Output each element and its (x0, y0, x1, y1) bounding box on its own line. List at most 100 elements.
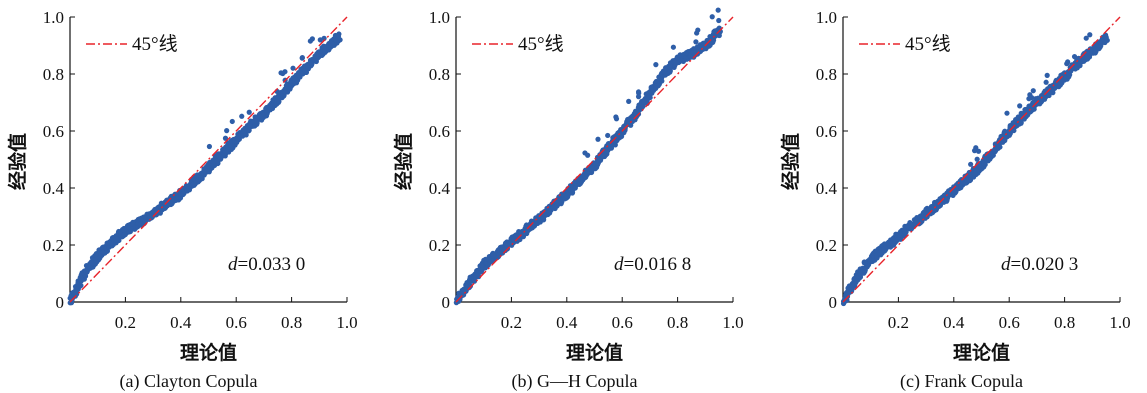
scatter-point (1087, 32, 1093, 38)
x-tick-label: 1.0 (1109, 313, 1130, 332)
legend-label: 45°线 (905, 33, 951, 55)
x-tick-label: 0.8 (667, 313, 688, 332)
panel-caption: (a) Clayton Copula (120, 371, 258, 392)
scatter-point (1067, 72, 1073, 78)
scatter-point (1086, 54, 1093, 60)
y-tick-label: 1.0 (429, 8, 450, 27)
d-statistic-symbol: d (614, 254, 624, 275)
y-tick-label: 1.0 (43, 8, 64, 27)
chart-panel-3: 0 0.2 0.4 0.6 0.8 1.0 0.2 0.4 0.6 0.8 1.0 45°线 d=0.0… (773, 0, 1147, 393)
scatter-point (299, 54, 305, 61)
x-axis-label: 理论值 (180, 341, 237, 364)
y-axis-label: 经验值 (6, 133, 29, 190)
scatter-point (709, 14, 715, 20)
x-tick-label: 0.2 (115, 313, 136, 332)
scatter-point (222, 135, 229, 141)
y-axis-label: 经验值 (779, 133, 802, 190)
scatter-point (968, 161, 974, 167)
chart-svg-2: 0 0.2 0.4 0.6 0.8 1.0 0.2 0.4 0.6 0.8 1.0 45°线 d=0.0… (392, 7, 744, 392)
scatter-point (973, 145, 979, 151)
scatter-point (1071, 54, 1078, 60)
x-tick-label: 0.6 (999, 313, 1020, 332)
scatter-point (467, 283, 473, 289)
x-axis-label: 理论值 (566, 341, 623, 364)
d-statistic: d=0.016 8 (614, 254, 691, 275)
scatter-point (635, 94, 642, 100)
d-statistic-value: =0.020 3 (1011, 254, 1079, 275)
y-tick-label: 0.6 (43, 122, 64, 141)
x-tick-label: 0.2 (501, 313, 522, 332)
scatter-point (1031, 106, 1037, 112)
d-statistic: d=0.033 0 (228, 254, 305, 275)
y-tick-label: 0.2 (816, 236, 837, 255)
scatter-point (276, 98, 282, 104)
scatter-point (974, 156, 980, 162)
reference-line-45deg (69, 16, 348, 303)
scatter-point (246, 109, 252, 115)
scatter-point (585, 152, 591, 158)
panel-caption: (b) G—H Copula (512, 371, 638, 392)
scatter-point (1027, 92, 1033, 98)
scatter-point (626, 98, 632, 104)
y-tick-label: 0.8 (816, 65, 837, 84)
y-tick-label: 0 (56, 293, 65, 312)
scatter-point (114, 236, 120, 242)
y-tick-label: 0.6 (429, 122, 450, 141)
scatter-point (605, 132, 611, 139)
x-tick-label: 0.6 (612, 313, 633, 332)
scatter-point (613, 116, 620, 122)
x-tick-label: 0.4 (943, 313, 965, 332)
scatter-point (975, 148, 982, 154)
y-tick-label: 0.6 (816, 122, 837, 141)
d-statistic-value: =0.016 8 (624, 254, 692, 275)
scatter-point (1004, 110, 1010, 116)
scatter-point (337, 37, 343, 43)
scatter-point (653, 62, 659, 68)
x-tick-label: 0.4 (556, 313, 578, 332)
scatter-point (307, 38, 313, 44)
scatter-points (67, 31, 343, 306)
scatter-point (635, 89, 642, 95)
d-statistic-symbol: d (228, 254, 238, 275)
y-tick-label: 0.4 (43, 179, 65, 198)
x-tick-label: 0.4 (170, 313, 192, 332)
y-tick-label: 0.8 (429, 65, 450, 84)
x-tick-label: 0.2 (888, 313, 909, 332)
chart-svg-1: 0 0.2 0.4 0.6 0.8 1.0 0.2 0.4 0.6 0.8 1.0 45°线 d=0.0… (6, 8, 358, 392)
d-statistic-symbol: d (1001, 254, 1011, 275)
scatter-point (595, 136, 601, 142)
x-tick-label: 0.8 (1054, 313, 1075, 332)
scatter-point (1064, 61, 1070, 67)
d-statistic-value: =0.033 0 (238, 254, 306, 275)
scatter-point (1103, 34, 1109, 40)
x-tick-label: 1.0 (336, 313, 357, 332)
y-tick-label: 0.4 (429, 179, 451, 198)
y-tick-label: 0 (442, 293, 451, 312)
scatter-point (455, 298, 461, 304)
scatter-point (1017, 103, 1023, 109)
reference-line-45deg (842, 16, 1121, 303)
scatter-point (982, 161, 988, 168)
reference-line-45deg (455, 16, 734, 303)
y-tick-label: 1.0 (816, 8, 837, 27)
y-tick-label: 0.2 (429, 236, 450, 255)
x-tick-label: 0.6 (226, 313, 247, 332)
scatter-point (670, 44, 676, 50)
scatter-point (210, 162, 217, 168)
legend-label: 45°线 (518, 33, 564, 55)
scatter-point (229, 118, 235, 125)
d-statistic: d=0.020 3 (1001, 254, 1078, 275)
scatter-point (1083, 35, 1089, 41)
scatter-point (1026, 96, 1032, 102)
scatter-point (1043, 79, 1049, 85)
y-tick-label: 0 (829, 293, 838, 312)
scatter-point (280, 70, 286, 77)
x-tick-label: 0.8 (281, 313, 302, 332)
scatter-point (694, 30, 700, 36)
scatter-point (317, 37, 323, 43)
chart-svg-3: 0 0.2 0.4 0.6 0.8 1.0 0.2 0.4 0.6 0.8 1.0 45°线 d=0.0… (779, 8, 1131, 392)
legend-label: 45°线 (132, 33, 178, 55)
scatter-point (290, 65, 296, 71)
scatter-point (1038, 97, 1044, 104)
chart-panel-1: 0 0.2 0.4 0.6 0.8 1.0 0.2 0.4 0.6 0.8 1.0 45°线 d=0.0… (0, 0, 382, 393)
